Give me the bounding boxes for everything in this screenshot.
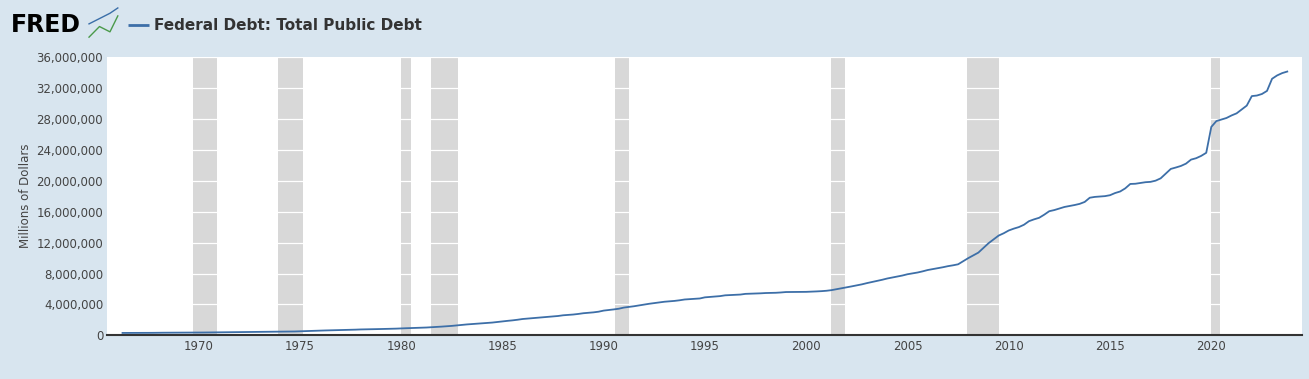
- Bar: [278, 57, 304, 335]
- Bar: [401, 57, 411, 335]
- Bar: [615, 57, 628, 335]
- Bar: [432, 57, 458, 335]
- Bar: [966, 57, 999, 335]
- Bar: [194, 57, 217, 335]
- Text: Federal Debt: Total Public Debt: Federal Debt: Total Public Debt: [154, 18, 423, 33]
- Text: FRED: FRED: [10, 14, 80, 38]
- Bar: [831, 57, 846, 335]
- Y-axis label: Millions of Dollars: Millions of Dollars: [20, 144, 33, 248]
- Bar: [1211, 57, 1220, 335]
